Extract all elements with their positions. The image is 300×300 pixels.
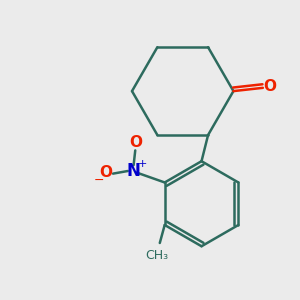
Text: +: + bbox=[138, 159, 148, 169]
Text: O: O bbox=[264, 79, 277, 94]
Text: O: O bbox=[99, 166, 112, 181]
Text: O: O bbox=[129, 135, 142, 150]
Text: N: N bbox=[127, 162, 141, 180]
Text: −: − bbox=[93, 174, 104, 187]
Text: CH₃: CH₃ bbox=[145, 249, 168, 262]
